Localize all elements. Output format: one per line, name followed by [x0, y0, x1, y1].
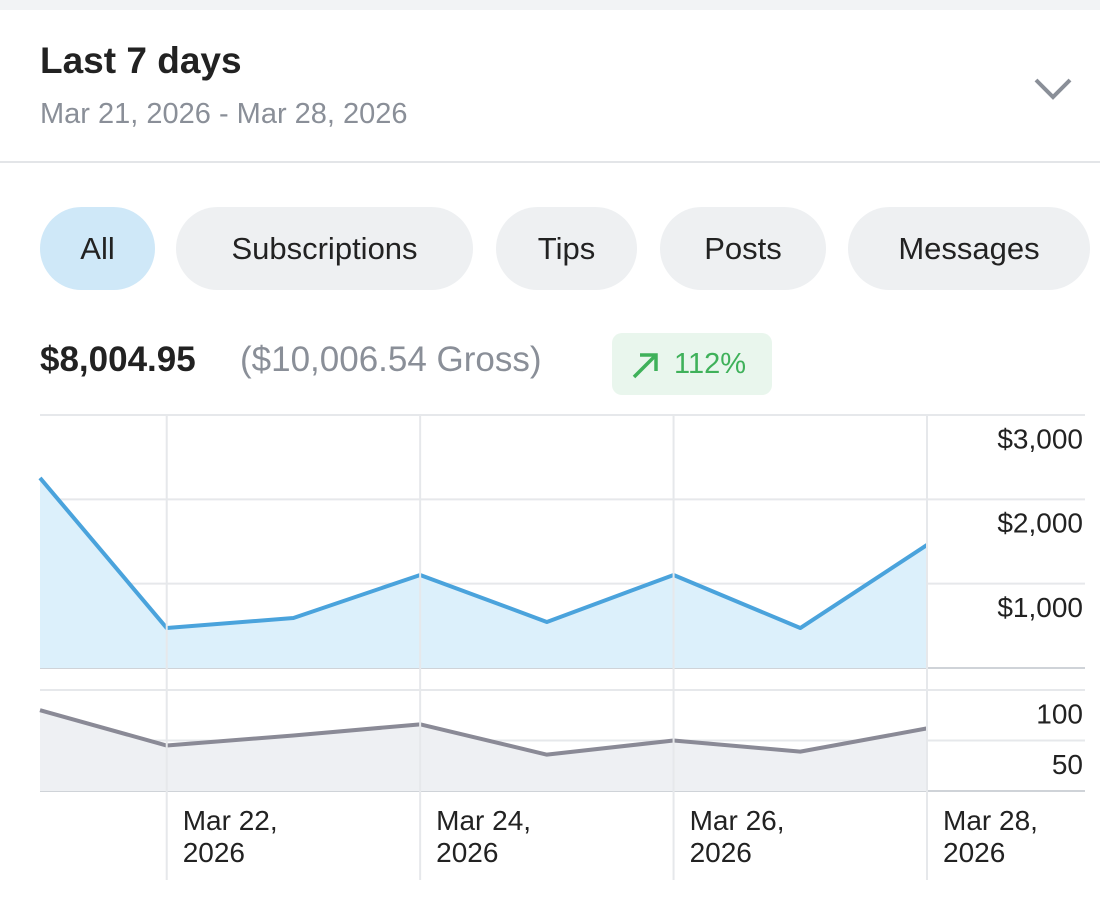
net-amount: $8,004.95: [40, 340, 196, 379]
filter-tab[interactable]: Subscriptions: [176, 207, 473, 290]
area-fill: [40, 477, 927, 668]
series-line: [39, 708, 928, 757]
series-line: [38, 476, 929, 631]
y-tick-label: $2,000: [997, 508, 1083, 539]
period-title: Last 7 days: [40, 40, 242, 81]
change-percent: 112%: [674, 348, 747, 380]
gross-amount: ($10,006.54 Gross): [240, 340, 542, 379]
date-range: Mar 21, 2026 - Mar 28, 2026: [40, 98, 408, 130]
divider: [0, 161, 1100, 163]
area-fill: [40, 710, 927, 791]
top-bar: [0, 0, 1100, 10]
y-tick-label: $3,000: [997, 423, 1083, 454]
dropdown-chevron[interactable]: [1030, 70, 1076, 106]
trend-up-icon: [632, 353, 658, 379]
x-tick-label: Mar 28, 2026: [943, 805, 1038, 868]
filter-tab[interactable]: All: [40, 207, 155, 290]
filter-tab[interactable]: Tips: [496, 207, 637, 290]
y-tick-label: $1,000: [997, 592, 1083, 623]
filter-tab[interactable]: Messages: [848, 207, 1090, 290]
x-tick-label: Mar 26, 2026: [689, 805, 785, 868]
y-tick-label: 100: [1036, 698, 1083, 729]
x-tick-label: Mar 24, 2026: [436, 805, 532, 868]
y-tick-label: 50: [1052, 749, 1083, 780]
x-tick-label: Mar 22, 2026: [182, 805, 278, 868]
filter-tab[interactable]: Posts: [660, 207, 826, 290]
change-badge: 112%: [612, 333, 772, 395]
